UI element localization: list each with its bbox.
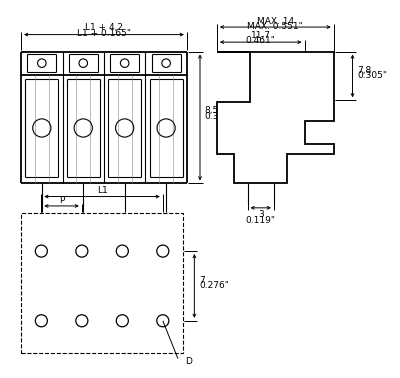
Text: 3: 3: [258, 210, 264, 219]
Text: 7: 7: [199, 276, 205, 285]
Polygon shape: [217, 51, 334, 183]
Text: P: P: [59, 196, 64, 205]
Text: 0.335": 0.335": [204, 112, 234, 121]
Text: D: D: [185, 356, 192, 366]
Text: MAX. 0.551": MAX. 0.551": [248, 22, 303, 31]
Text: 0.305": 0.305": [357, 71, 387, 81]
Text: 8,5: 8,5: [204, 106, 219, 115]
Text: L1 + 4,2: L1 + 4,2: [85, 23, 123, 32]
Text: 0.461": 0.461": [246, 37, 276, 45]
Text: 11,7: 11,7: [251, 31, 271, 40]
Text: 0.119": 0.119": [246, 216, 276, 225]
Text: 0.276": 0.276": [199, 282, 229, 290]
Text: L1 + 0.165": L1 + 0.165": [77, 29, 131, 38]
Bar: [21, 214, 183, 353]
Text: L1: L1: [97, 186, 108, 195]
Text: 7,8: 7,8: [357, 66, 371, 75]
Text: MAX. 14: MAX. 14: [257, 17, 294, 26]
